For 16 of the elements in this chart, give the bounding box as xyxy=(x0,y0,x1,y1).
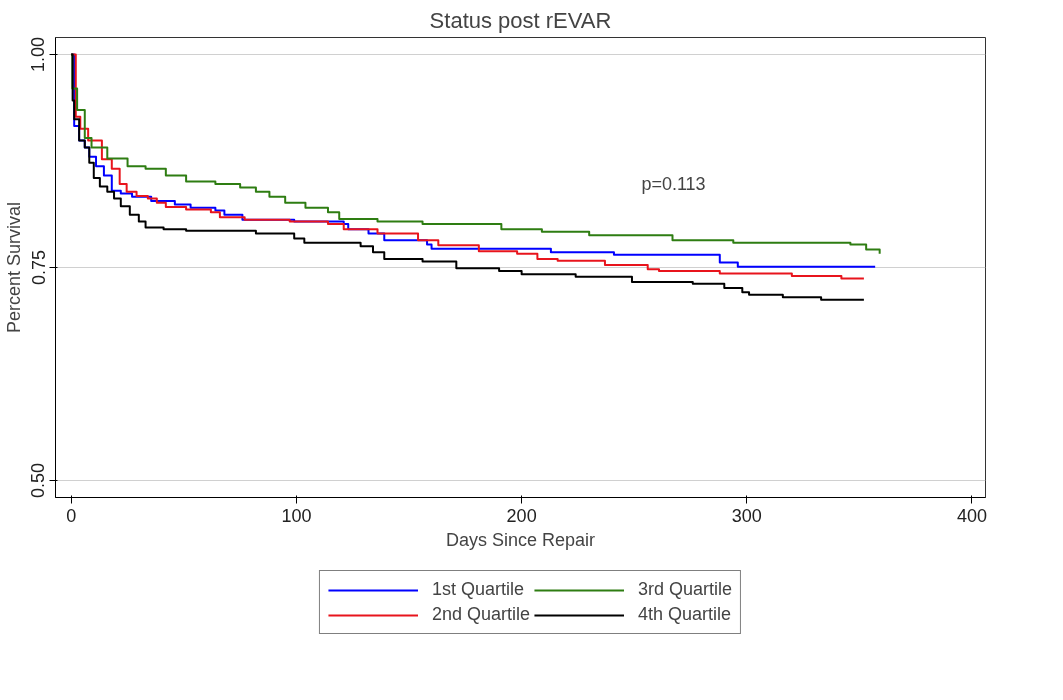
legend-label: 4th Quartile xyxy=(638,604,732,625)
x-axis-title: Days Since Repair xyxy=(445,529,596,550)
chart-title: Status post rEVAR xyxy=(429,7,612,33)
x-tick-label: 200 xyxy=(506,505,537,526)
x-tick-label: 300 xyxy=(731,505,762,526)
legend-label: 3rd Quartile xyxy=(638,579,733,600)
y-tick-label: 0.50 xyxy=(28,462,49,498)
y-tick-label: 1.00 xyxy=(28,37,49,73)
annotation: p=0.113 xyxy=(641,173,706,194)
x-tick-label: 400 xyxy=(956,505,988,526)
legend-label: 1st Quartile xyxy=(431,579,524,600)
legend-label: 2nd Quartile xyxy=(431,604,531,625)
x-tick-label: 100 xyxy=(281,505,312,526)
y-tick-label: 0.75 xyxy=(28,249,49,286)
y-axis-title: Percent Survival xyxy=(3,201,24,334)
x-tick-label: 0 xyxy=(66,505,77,526)
